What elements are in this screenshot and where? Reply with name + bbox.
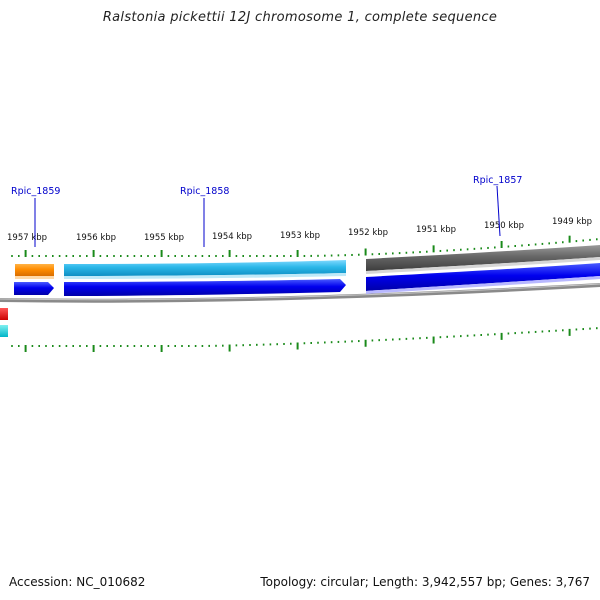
gene-feature-blue-2[interactable] <box>64 279 346 296</box>
gene-label-group-rpic-1858: Rpic_1858 <box>180 186 229 247</box>
outer-tick-marks <box>11 235 598 257</box>
gene-label-group-rpic-1857: Rpic_1857 <box>473 175 522 237</box>
tick-label: 1957 kbp <box>7 233 47 243</box>
tick-label: 1951 kbp <box>416 225 456 235</box>
genome-summary: Topology: circular; Length: 3,942,557 bp… <box>260 575 590 589</box>
tick-label: 1953 kbp <box>280 231 320 241</box>
gene-label-group-rpic-1859: Rpic_1859 <box>11 186 60 247</box>
tick-label: 1950 kbp <box>484 221 524 231</box>
gene-feature-rpic-1857-shadow <box>366 257 600 274</box>
chromosome-backbone <box>0 283 600 303</box>
gene-feature-orange-shadow <box>15 276 54 279</box>
tick-label: 1952 kbp <box>348 228 388 238</box>
tick-label: 1955 kbp <box>144 233 184 243</box>
gene-feature-red[interactable] <box>0 308 8 320</box>
gene-feature-rpic-1857[interactable] <box>366 245 600 271</box>
accession-label: Accession: NC_010682 <box>9 575 146 589</box>
tick-label: 1956 kbp <box>76 233 116 243</box>
tick-labels: 1957 kbp 1956 kbp 1955 kbp 1954 kbp 1953… <box>7 217 592 243</box>
gene-feature-rpic-1858-shadow <box>64 273 346 279</box>
gene-feature-orange[interactable] <box>15 264 54 276</box>
gene-label[interactable]: Rpic_1859 <box>11 186 60 197</box>
gene-feature-blue-1[interactable] <box>14 282 54 295</box>
gene-feature-blue-3-shadow <box>366 276 600 294</box>
gene-feature-cyan-small[interactable] <box>0 325 8 337</box>
inner-tick-marks <box>11 327 598 352</box>
tick-label: 1954 kbp <box>212 232 252 242</box>
chromosome-backbone-highlight <box>0 283 600 301</box>
gene-label[interactable]: Rpic_1857 <box>473 175 522 186</box>
gene-label[interactable]: Rpic_1858 <box>180 186 229 197</box>
map-title: Ralstonia pickettii 12J chromosome 1, co… <box>102 10 498 25</box>
tick-label: 1949 kbp <box>552 217 592 227</box>
gene-feature-rpic-1858[interactable] <box>64 260 346 276</box>
gene-feature-blue-3[interactable] <box>366 263 600 291</box>
